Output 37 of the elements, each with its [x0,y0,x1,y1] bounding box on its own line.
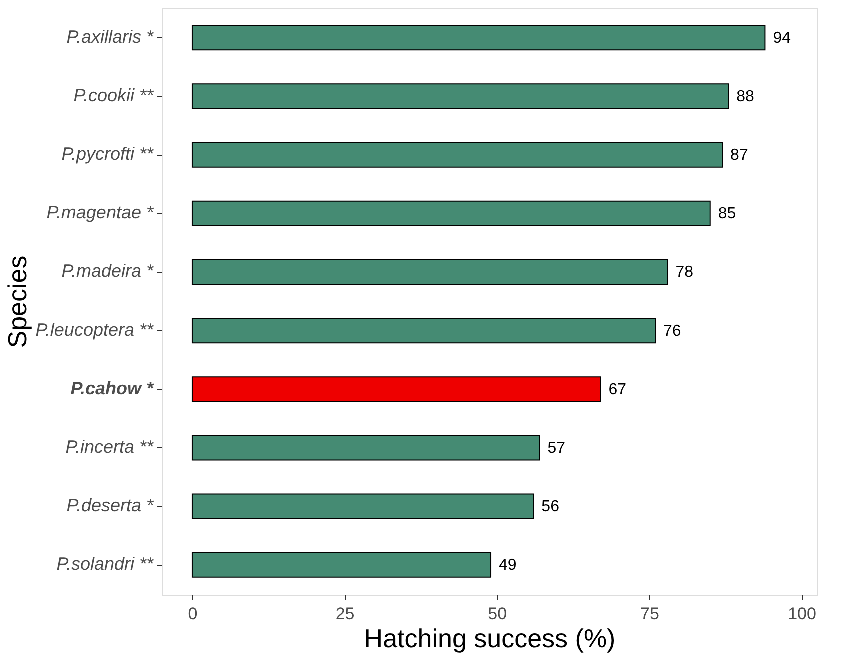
bar [192,142,724,168]
bar [192,259,668,286]
data-label: 88 [736,88,755,106]
data-label: 57 [548,440,566,457]
bar [192,318,656,344]
x-tick-label: 50 [488,604,508,624]
data-label: 78 [676,264,694,282]
y-tick-label: P.madeira * [62,261,154,282]
y-tick-label: P.deserta * [66,496,154,516]
y-tick-label: P.magentae * [46,202,154,223]
y-tick-label: P.pycrofti ** [62,144,154,164]
x-tick-label: 25 [336,604,355,624]
bar [192,84,730,110]
data-label: 76 [664,322,682,340]
bar [192,435,540,461]
x-tick-label: 75 [640,604,660,624]
data-label: 94 [773,30,792,47]
x-tick-label: 100 [788,604,816,624]
x-axis-title: Hatching success (%) [364,624,616,654]
data-label: 85 [718,206,736,223]
y-tick-label: P.solandri ** [56,554,154,574]
bar [192,25,766,51]
data-label: 87 [730,147,748,164]
x-tick-label: 0 [188,604,198,624]
data-label: 56 [542,498,560,516]
y-tick-label: P.cookii ** [74,85,154,106]
y-tick-label: P.cahow * [70,378,154,398]
y-axis-title: Species [2,256,33,348]
bar [192,494,534,520]
y-tick-label: P.incerta ** [66,436,154,457]
y-tick-label: P.leucoptera ** [36,320,154,340]
data-label: 67 [608,381,627,398]
bar [192,200,711,226]
bar [192,552,492,578]
bar [192,376,602,402]
data-label: 49 [499,557,517,574]
y-tick-label: P.axillaris * [66,26,154,47]
